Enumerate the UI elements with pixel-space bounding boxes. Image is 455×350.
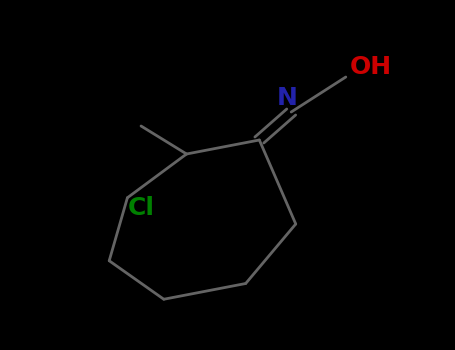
Text: OH: OH	[350, 55, 392, 78]
Text: N: N	[277, 86, 298, 110]
Text: Cl: Cl	[127, 196, 155, 220]
